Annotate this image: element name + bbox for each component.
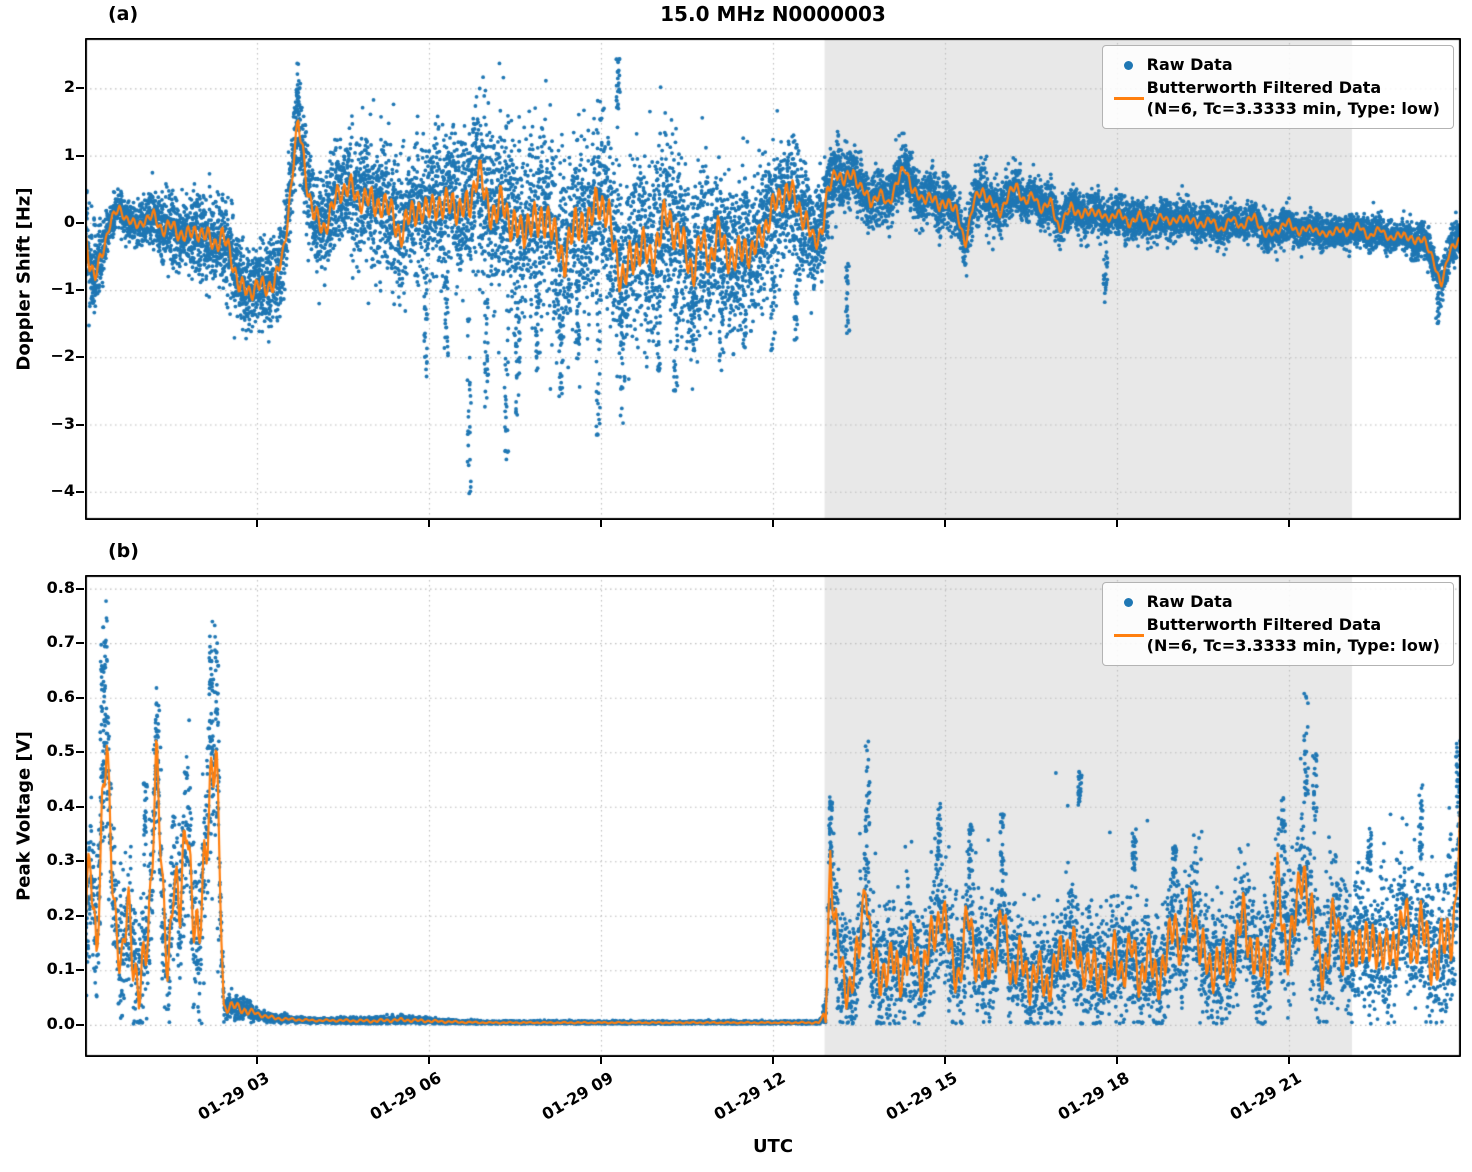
y-tick-label: 0.0	[46, 1013, 75, 1033]
y-tick-mark	[76, 969, 84, 972]
x-tick-label: 01-29 12	[710, 1068, 789, 1124]
y-tick-label: 0.6	[46, 686, 75, 706]
x-tick-mark	[944, 1057, 946, 1064]
y-tick-label: −1	[50, 279, 75, 299]
y-tick-mark	[76, 696, 84, 699]
x-tick-label: 01-29 18	[1054, 1068, 1133, 1124]
x-tick-mark	[428, 520, 430, 527]
x-tick-mark	[1116, 520, 1118, 527]
legend-handle	[1111, 634, 1147, 638]
x-tick-mark	[944, 520, 946, 527]
legend-raw-label: Raw Data	[1146, 55, 1233, 74]
x-tick-label: 01-29 21	[1226, 1068, 1305, 1124]
x-axis-label: UTC	[752, 1136, 794, 1157]
y-tick-mark	[76, 490, 84, 493]
legend-filtered-label: Butterworth Filtered Data (N=6, Tc=3.333…	[1147, 78, 1440, 120]
y-tick-mark	[76, 221, 84, 224]
x-tick-label: 01-29 03	[194, 1068, 273, 1124]
x-tick-label: 01-29 15	[882, 1068, 961, 1124]
y-tick-label: 0.7	[46, 632, 75, 652]
y-tick-mark	[76, 751, 84, 754]
y-tick-label: −2	[50, 346, 75, 366]
raw-data-marker-icon	[1124, 597, 1134, 607]
filtered-line-marker-icon	[1113, 97, 1144, 101]
y-tick-label: 1	[63, 144, 75, 164]
legend-handle	[1111, 60, 1147, 70]
x-tick-mark	[1288, 520, 1290, 527]
y-tick-mark	[76, 914, 84, 917]
x-tick-mark	[600, 520, 602, 527]
legend-filtered-entry: Butterworth Filtered Data (N=6, Tc=3.333…	[1111, 615, 1440, 657]
legend-filtered-label-line2: (N=6, Tc=3.3333 min, Type: low)	[1146, 98, 1440, 118]
y-tick-mark	[76, 805, 84, 808]
legend-filtered-entry: Butterworth Filtered Data (N=6, Tc=3.333…	[1111, 78, 1440, 120]
y-tick-label: 0.8	[46, 577, 75, 597]
x-tick-label: 01-29 06	[366, 1068, 445, 1124]
y-tick-mark	[76, 154, 84, 157]
x-tick-mark	[772, 1057, 774, 1064]
y-tick-label: 0	[63, 211, 75, 231]
panel-a-label: (a)	[108, 3, 139, 25]
x-tick-mark	[256, 1057, 258, 1064]
legend-raw-entry: Raw Data	[1111, 55, 1440, 76]
y-tick-label: −3	[50, 413, 75, 433]
y-tick-mark	[76, 587, 84, 590]
legend-handle	[1111, 97, 1147, 101]
y-tick-label: 0.4	[46, 795, 75, 815]
chart-title: 15.0 MHz N0000003	[660, 2, 886, 26]
legend-filtered-label: Butterworth Filtered Data (N=6, Tc=3.333…	[1147, 615, 1440, 657]
legend-filtered-label-line1: Butterworth Filtered Data	[1146, 77, 1382, 97]
legend-filtered-label-line1: Butterworth Filtered Data	[1146, 614, 1382, 634]
legend-raw-entry: Raw Data	[1111, 592, 1440, 613]
x-tick-mark	[256, 520, 258, 527]
y-tick-label: 0.1	[46, 959, 75, 979]
legend-panel-b: Raw Data Butterworth Filtered Data (N=6,…	[1101, 582, 1454, 667]
panel-b-label: (b)	[108, 540, 139, 562]
y-tick-label: 2	[63, 77, 75, 97]
y-tick-mark	[76, 356, 84, 359]
legend-handle	[1111, 597, 1147, 607]
y-tick-mark	[76, 1023, 84, 1026]
y-tick-mark	[76, 860, 84, 863]
x-tick-mark	[772, 520, 774, 527]
y-tick-label: −4	[50, 480, 75, 500]
legend-filtered-label-line2: (N=6, Tc=3.3333 min, Type: low)	[1146, 635, 1440, 655]
y-tick-label: 0.2	[46, 904, 75, 924]
y-tick-mark	[76, 87, 84, 90]
legend-raw-label: Raw Data	[1146, 592, 1233, 611]
y-tick-mark	[76, 423, 84, 426]
x-tick-mark	[428, 1057, 430, 1064]
x-tick-mark	[600, 1057, 602, 1064]
filtered-line-marker-icon	[1113, 634, 1144, 638]
y-tick-label: 0.5	[46, 741, 75, 761]
y-tick-label: 0.3	[46, 850, 75, 870]
x-tick-label: 01-29 09	[538, 1068, 617, 1124]
x-tick-mark	[1288, 1057, 1290, 1064]
y-tick-mark	[76, 642, 84, 645]
y-tick-mark	[76, 289, 84, 292]
x-tick-mark	[1116, 1057, 1118, 1064]
raw-data-marker-icon	[1124, 60, 1134, 70]
legend-panel-a: Raw Data Butterworth Filtered Data (N=6,…	[1101, 45, 1454, 130]
